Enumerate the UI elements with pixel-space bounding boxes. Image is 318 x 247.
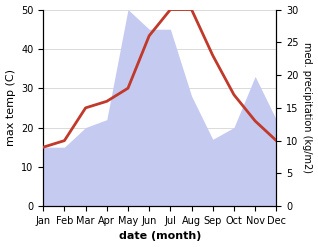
Y-axis label: max temp (C): max temp (C)	[5, 69, 16, 146]
Y-axis label: med. precipitation (kg/m2): med. precipitation (kg/m2)	[302, 42, 313, 173]
X-axis label: date (month): date (month)	[119, 231, 201, 242]
